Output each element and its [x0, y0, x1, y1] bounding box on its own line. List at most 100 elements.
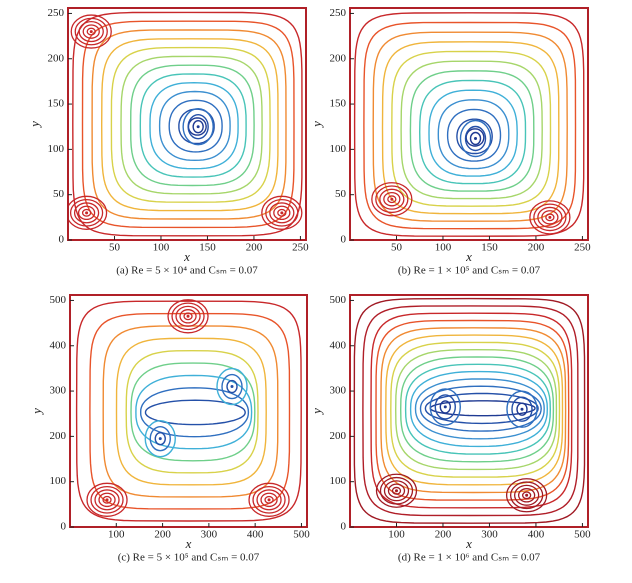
contour-line — [158, 90, 231, 162]
y-tick-label: 100 — [50, 475, 67, 487]
corner-contour — [387, 195, 397, 204]
y-tick-label: 300 — [50, 385, 67, 397]
contour-line — [409, 370, 549, 448]
corner-contour — [86, 27, 96, 36]
plot-frame — [349, 294, 589, 528]
contour-line — [372, 31, 568, 222]
corner-contour — [537, 206, 563, 228]
caption: (a) Re = 5 × 10⁴ and Cₛₘ = 0.07 — [116, 265, 258, 277]
corner-vortex-center — [105, 498, 109, 502]
contour-line — [154, 431, 166, 446]
corner-contour — [102, 495, 112, 504]
y-tick-label: 50 — [53, 188, 65, 200]
corner-contour — [179, 309, 197, 324]
contour-line — [91, 29, 287, 220]
contour-line — [380, 327, 567, 494]
corner-contour — [264, 495, 274, 504]
x-tick-label: 200 — [435, 529, 452, 541]
contour-line — [139, 387, 250, 438]
plot-frame — [69, 294, 308, 528]
y-tick-label: 500 — [50, 294, 67, 306]
contour-line — [72, 11, 303, 237]
contour-line — [446, 108, 502, 162]
contour-line — [428, 89, 518, 177]
corner-vortex-center — [525, 493, 529, 497]
y-tick-label: 400 — [330, 339, 347, 351]
corner-contour — [517, 488, 536, 503]
corner-contour — [256, 489, 282, 511]
y-tick-label: 50 — [335, 188, 347, 200]
y-axis-label: y — [309, 408, 324, 416]
contour-line — [409, 70, 535, 192]
contour-line — [139, 73, 247, 178]
contour-line — [404, 363, 552, 455]
contour-line — [419, 385, 542, 432]
x-tick-label: 250 — [574, 242, 591, 254]
contour-line — [385, 334, 564, 486]
contour-line — [459, 119, 492, 158]
x-axis-label: x — [185, 536, 192, 551]
contour-line — [399, 356, 555, 463]
corner-contour — [82, 24, 100, 39]
contour-line — [115, 337, 267, 486]
corner-contour — [94, 489, 120, 511]
y-axis-label: y — [309, 121, 324, 129]
contour-line — [75, 300, 302, 522]
corner-contour — [277, 208, 287, 217]
corner-contour — [513, 484, 540, 506]
corner-contour — [248, 482, 290, 517]
corner-contour — [375, 473, 418, 508]
contour-line — [391, 50, 552, 207]
corner-contour — [533, 203, 567, 232]
x-tick-label: 150 — [481, 242, 498, 254]
corner-contour — [69, 198, 104, 227]
contour-line — [414, 378, 545, 440]
contour-line — [226, 379, 238, 394]
y-tick-label: 200 — [50, 430, 67, 442]
x-tick-label: 100 — [388, 529, 405, 541]
corner-contour — [252, 485, 286, 514]
x-tick-label: 150 — [199, 242, 216, 254]
y-tick-label: 150 — [48, 98, 65, 110]
y-tick-label: 100 — [48, 143, 65, 155]
y-tick-label: 300 — [330, 385, 347, 397]
x-tick-label: 200 — [528, 242, 545, 254]
corner-contour — [383, 191, 401, 207]
y-tick-label: 400 — [50, 339, 67, 351]
x-axis-label: x — [465, 249, 472, 264]
corner-vortex-center — [267, 498, 271, 502]
corner-contour — [90, 485, 124, 514]
x-tick-label: 300 — [481, 529, 498, 541]
vortex-center — [443, 405, 447, 409]
contour-line — [192, 120, 204, 134]
x-tick-label: 50 — [391, 242, 403, 254]
corner-vortex-center — [548, 215, 552, 219]
contour-line — [511, 396, 533, 422]
caption: (b) Re = 1 × 10⁵ and Cₛₘ = 0.07 — [398, 265, 541, 277]
plot-area — [75, 299, 302, 522]
contour-line — [353, 297, 586, 524]
corner-contour — [78, 21, 104, 43]
contour-line — [390, 341, 561, 478]
y-tick-label: 0 — [59, 234, 65, 246]
contour-line — [353, 12, 585, 237]
corner-contour — [379, 188, 405, 210]
corner-contour — [383, 480, 410, 502]
x-tick-label: 50 — [109, 242, 121, 254]
contour-line — [120, 55, 263, 195]
contour-line — [400, 60, 543, 200]
corner-vortex-center — [394, 489, 398, 493]
contour-line — [125, 349, 259, 474]
contour-line — [439, 400, 451, 414]
corner-contour — [73, 202, 100, 224]
corner-contour — [273, 205, 291, 221]
contour-line — [456, 118, 493, 155]
x-tick-label: 200 — [154, 529, 171, 541]
x-axis-label: x — [183, 249, 190, 264]
corner-contour — [70, 14, 112, 49]
x-tick-label: 500 — [293, 529, 310, 541]
y-tick-label: 500 — [330, 294, 347, 306]
contour-line — [434, 394, 456, 420]
corner-contour — [167, 299, 209, 334]
contour-line — [100, 38, 279, 212]
